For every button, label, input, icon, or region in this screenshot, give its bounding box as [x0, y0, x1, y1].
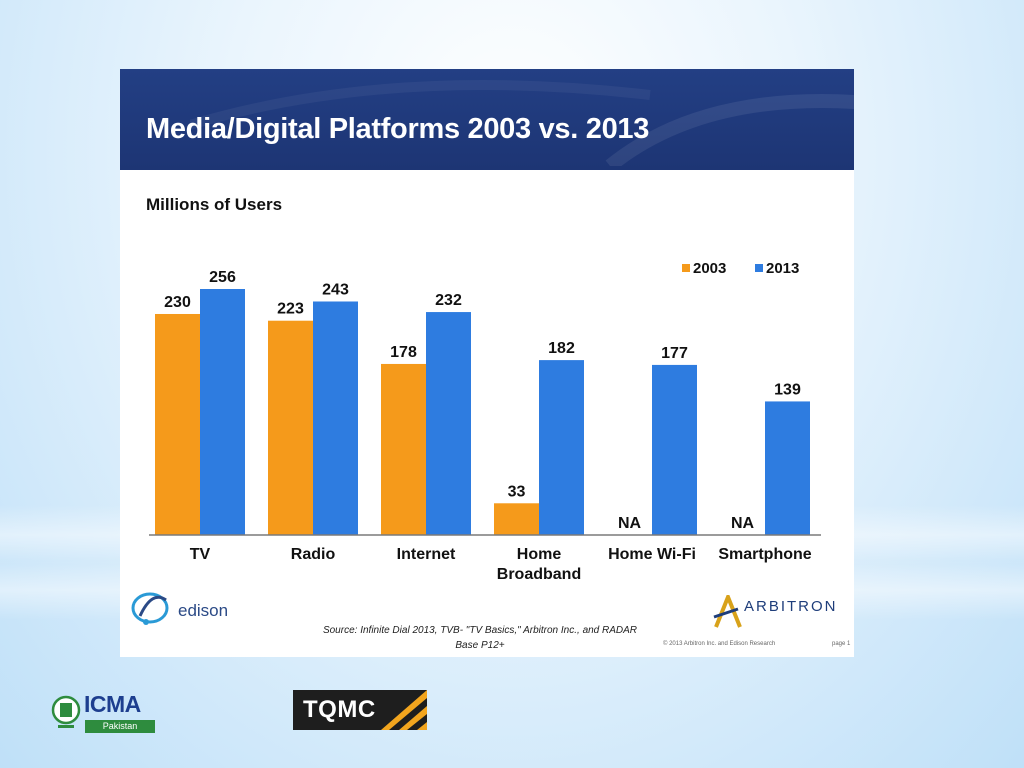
category-label-home-wi-fi: Home Wi-Fi — [608, 546, 696, 563]
source-line-1: Source: Infinite Dial 2013, TVB- "TV Bas… — [322, 625, 638, 636]
legend-label-2013: 2013 — [766, 260, 799, 277]
icma-logo: ICMA Pakistan — [51, 691, 157, 733]
bar-internet-2013 — [426, 312, 471, 535]
category-label-tv: TV — [190, 546, 211, 563]
bar-home-broadband-2003 — [494, 503, 539, 535]
data-label-tv-2013: 256 — [209, 269, 236, 286]
data-label-smartphone-2003: NA — [731, 515, 755, 532]
bar-internet-2003 — [381, 363, 426, 535]
category-label-smartphone: Smartphone — [718, 546, 811, 563]
tqmc-logo-text: TQMC — [303, 696, 376, 723]
data-label-home-wi-fi-2013: 177 — [661, 345, 688, 362]
source-line-2: Base P12+ — [455, 640, 505, 651]
bar-smartphone-2013 — [765, 401, 810, 535]
bar-tv-2013 — [200, 289, 245, 535]
edison-logo-text: edison — [178, 601, 229, 620]
data-label-home-broadband-2003: 33 — [508, 483, 526, 500]
tqmc-logo: TQMC — [293, 690, 427, 730]
icma-logo-text: ICMA — [84, 691, 141, 717]
category-label-radio: Radio — [291, 546, 336, 563]
slide-title: Media/Digital Platforms 2003 vs. 2013 — [146, 113, 650, 145]
slide-header: Media/Digital Platforms 2003 vs. 2013 — [120, 69, 854, 170]
y-units-label: Millions of Users — [146, 195, 283, 214]
arbitron-logo-text: ARBITRON — [744, 598, 838, 615]
source-note: Source: Infinite Dial 2013, TVB- "TV Bas… — [300, 623, 660, 653]
legend-label-2003: 2003 — [693, 260, 726, 277]
bar-radio-2013 — [313, 301, 358, 535]
legend-swatch-2003 — [682, 264, 690, 272]
copyright-note: © 2013 Arbitron Inc. and Edison Research — [663, 641, 776, 647]
page-number: page 1 — [832, 641, 851, 647]
bar-tv-2003 — [155, 313, 200, 535]
data-label-radio-2003: 223 — [277, 301, 304, 318]
edison-logo-icon — [131, 592, 169, 625]
header-watermark — [188, 69, 854, 170]
category-label-internet: Internet — [397, 546, 456, 563]
data-label-tv-2003: 230 — [164, 294, 191, 311]
chart-slide-image: Media/Digital Platforms 2003 vs. 2013 Mi… — [120, 69, 854, 657]
data-label-internet-2003: 178 — [390, 344, 417, 361]
category-label-home-broadband: Home Broadband — [497, 546, 581, 583]
tqmc-stripes-icon — [381, 690, 427, 730]
data-label-smartphone-2013: 139 — [774, 381, 801, 398]
data-label-internet-2013: 232 — [435, 292, 462, 309]
legend-swatch-2013 — [755, 264, 763, 272]
header-watermark-swirl — [188, 80, 854, 170]
icma-country-text: Pakistan — [85, 720, 155, 733]
arbitron-logo-icon — [713, 595, 742, 628]
icma-emblem-icon — [51, 695, 81, 728]
bar-home-broadband-2013 — [539, 360, 584, 535]
data-label-radio-2013: 243 — [322, 281, 349, 298]
bar-radio-2003 — [268, 320, 313, 535]
bar-chart: 230 256 TV 223 243 Radio 178 232 Internet 33 182 Ho… — [149, 260, 821, 583]
data-label-home-broadband-2013: 182 — [548, 340, 575, 357]
data-label-home-wi-fi-2003: NA — [618, 515, 642, 532]
bar-home-wi-fi-2013 — [652, 364, 697, 535]
